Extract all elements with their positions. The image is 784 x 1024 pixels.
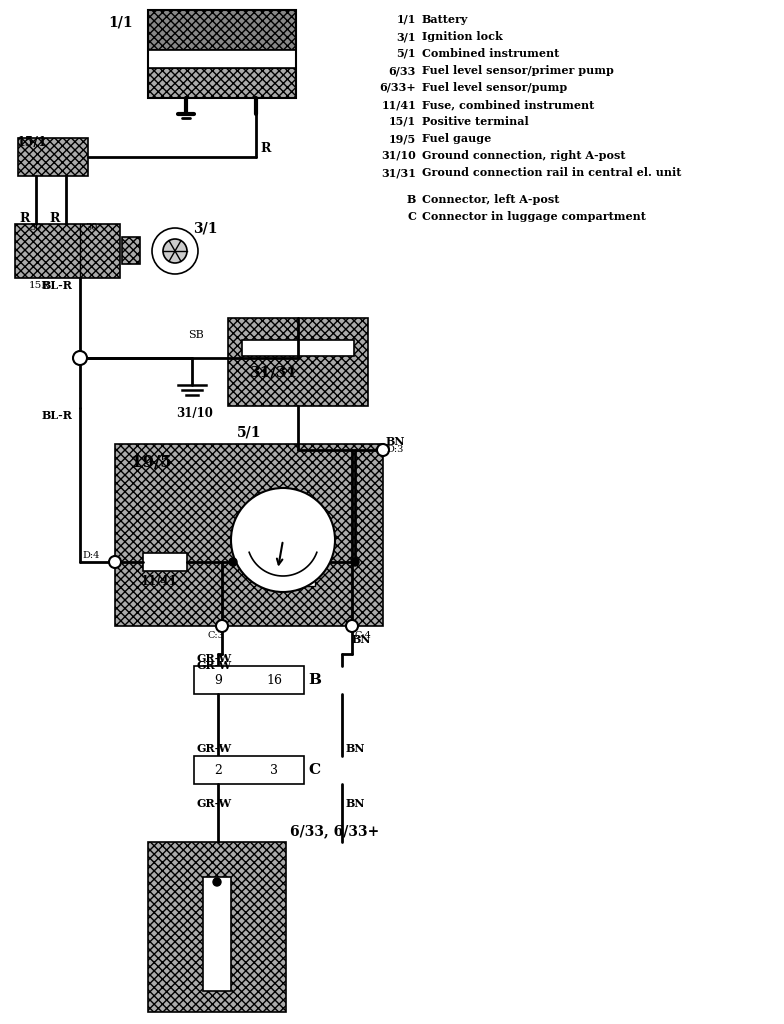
Text: 3/1: 3/1	[193, 222, 217, 236]
Text: 19/5: 19/5	[389, 133, 416, 144]
Bar	[148, 842, 286, 1012]
Text: GR-W: GR-W	[197, 660, 231, 671]
Bar	[122, 237, 140, 264]
Text: 15/1: 15/1	[16, 136, 47, 150]
Text: Fuel level sensor/primer pump: Fuel level sensor/primer pump	[422, 65, 614, 76]
Text: 31/31: 31/31	[250, 366, 298, 380]
Text: Ground connection rail in central el. unit: Ground connection rail in central el. un…	[422, 167, 681, 178]
Circle shape	[346, 620, 358, 632]
Text: C: C	[308, 763, 320, 777]
Circle shape	[73, 351, 87, 365]
Circle shape	[213, 878, 221, 886]
Text: Positive terminal: Positive terminal	[422, 116, 528, 127]
Bar	[148, 10, 296, 50]
Text: Ignition lock: Ignition lock	[422, 31, 503, 42]
Text: BN: BN	[346, 743, 365, 754]
Text: C:4: C:4	[355, 631, 372, 640]
Text: Fuel gauge: Fuel gauge	[422, 133, 492, 144]
Text: Battery: Battery	[422, 14, 468, 25]
Text: R: R	[260, 142, 270, 155]
Text: 31/10: 31/10	[381, 150, 416, 161]
Text: BL-R: BL-R	[42, 280, 73, 291]
Text: 3: 3	[270, 764, 278, 776]
Bar	[143, 553, 187, 571]
Text: 6/33: 6/33	[389, 65, 416, 76]
Text: BL-R: BL-R	[42, 410, 73, 421]
Text: 30: 30	[85, 223, 97, 232]
Text: Ground connection, right A-post: Ground connection, right A-post	[422, 150, 626, 161]
Text: 16: 16	[266, 674, 282, 686]
Text: GR-W: GR-W	[197, 743, 231, 754]
Bar	[115, 444, 383, 626]
Text: GR-W: GR-W	[197, 798, 231, 809]
Text: R: R	[49, 212, 60, 225]
Text: Fuel level sensor/pump: Fuel level sensor/pump	[422, 82, 568, 93]
Text: 1/1: 1/1	[397, 14, 416, 25]
Bar	[148, 10, 296, 98]
Bar	[203, 877, 231, 991]
Text: D:3: D:3	[386, 445, 404, 455]
Text: 3/1: 3/1	[397, 31, 416, 42]
Circle shape	[377, 444, 389, 456]
Bar	[18, 138, 88, 176]
Circle shape	[152, 228, 198, 274]
Bar	[242, 340, 354, 356]
Circle shape	[231, 488, 335, 592]
Text: Connector, left A-post: Connector, left A-post	[422, 194, 559, 205]
Text: BN: BN	[352, 634, 372, 645]
Text: 2: 2	[214, 764, 222, 776]
Circle shape	[216, 620, 228, 632]
Text: 11/41: 11/41	[141, 575, 178, 588]
Bar	[194, 756, 304, 784]
Bar	[15, 224, 120, 278]
Text: 5/1: 5/1	[397, 48, 416, 59]
Text: C:3: C:3	[208, 631, 225, 640]
Text: 15R: 15R	[29, 281, 50, 290]
Text: 1/1: 1/1	[108, 16, 132, 30]
Text: R: R	[20, 212, 30, 225]
Text: Combined instrument: Combined instrument	[422, 48, 559, 59]
Bar	[228, 318, 368, 406]
Text: Connector in luggage compartment: Connector in luggage compartment	[422, 211, 646, 222]
Circle shape	[351, 558, 359, 566]
Text: 30: 30	[29, 223, 42, 232]
Bar	[148, 68, 296, 98]
Circle shape	[109, 556, 121, 568]
Text: 6/33, 6/33+: 6/33, 6/33+	[290, 824, 379, 838]
Bar	[295, 568, 315, 586]
Text: C: C	[407, 211, 416, 222]
Circle shape	[163, 239, 187, 263]
Bar	[194, 666, 304, 694]
Text: 19/5: 19/5	[131, 454, 172, 471]
Text: B: B	[308, 673, 321, 687]
Text: BN: BN	[346, 798, 365, 809]
Text: 31/10: 31/10	[176, 407, 213, 420]
Text: 6/33+: 6/33+	[379, 82, 416, 93]
Text: 31/31: 31/31	[381, 167, 416, 178]
Text: GR-W: GR-W	[197, 653, 231, 664]
Text: 15/1: 15/1	[389, 116, 416, 127]
Text: BN: BN	[386, 436, 405, 447]
Text: B: B	[407, 194, 416, 205]
Text: 11/41: 11/41	[381, 99, 416, 110]
Text: Fuse, combined instrument: Fuse, combined instrument	[422, 99, 594, 110]
Text: SB: SB	[188, 330, 204, 340]
Text: 9: 9	[214, 674, 222, 686]
Circle shape	[229, 558, 237, 566]
Bar	[148, 50, 296, 68]
Text: D:4: D:4	[82, 551, 100, 560]
Text: 5/1: 5/1	[237, 426, 261, 440]
